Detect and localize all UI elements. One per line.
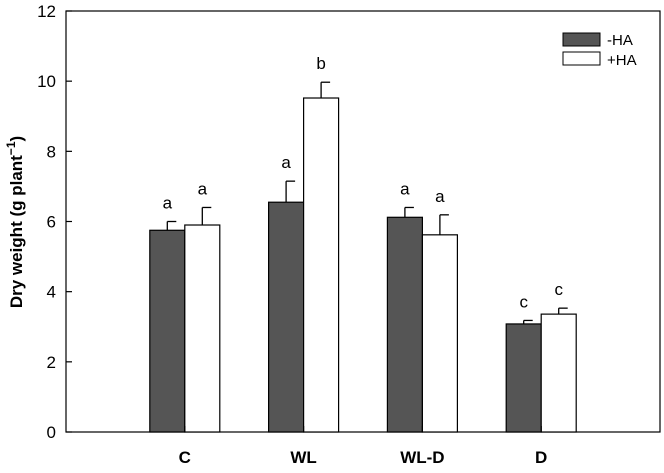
y-tick-label: 6: [47, 213, 56, 232]
legend-swatch-minus-ha: [562, 32, 601, 47]
significance-letter: a: [281, 153, 291, 172]
x-category-label: D: [535, 448, 547, 467]
legend-label-plus-ha: +HA: [607, 52, 637, 69]
bar-minus-ha-wl: [268, 201, 305, 433]
significance-letter: a: [400, 179, 410, 198]
bar-minus-ha-d: [505, 323, 542, 433]
significance-letter: a: [163, 194, 173, 213]
legend-label-minus-ha: -HA: [607, 32, 633, 49]
y-tick-label: 2: [47, 353, 56, 372]
x-axis-category-labels: C WL WL-D D: [179, 426, 547, 467]
legend-swatch-plus-ha: [562, 51, 601, 66]
significance-letter: b: [316, 54, 325, 73]
bars: [149, 97, 577, 433]
y-tick-label: 4: [47, 283, 56, 302]
y-axis-title-close: ): [7, 136, 26, 142]
significance-letter: c: [554, 280, 563, 299]
y-tick-label: 10: [37, 72, 56, 91]
y-axis-ticks: 0 2 4 6 8 10 12: [37, 2, 72, 442]
bar-plus-ha-c: [184, 224, 221, 433]
y-tick-label: 12: [37, 2, 56, 21]
y-tick-label: 0: [47, 423, 56, 442]
bar-minus-ha-wl-d: [386, 216, 423, 433]
x-category-label: WL-D: [400, 448, 444, 467]
significance-letters: a a a b a a c c: [163, 54, 564, 311]
y-axis-title-superscript: −1: [4, 141, 18, 155]
y-tick-label: 8: [47, 142, 56, 161]
bar-plus-ha-d: [540, 313, 577, 433]
bar-minus-ha-c: [149, 229, 186, 433]
y-axis-title: Dry weight (g plant−1): [4, 136, 26, 308]
significance-letter: a: [198, 179, 208, 198]
error-bars: [166, 81, 568, 324]
x-category-label: WL: [290, 448, 316, 467]
y-axis-title-text: Dry weight (g plant: [7, 155, 26, 308]
legend: -HA +HA: [562, 32, 637, 69]
significance-letter: c: [519, 292, 528, 311]
x-category-label: C: [179, 448, 191, 467]
significance-letter: a: [435, 187, 445, 206]
bar-plus-ha-wl-d: [421, 234, 458, 433]
bar-plus-ha-wl: [303, 97, 340, 433]
